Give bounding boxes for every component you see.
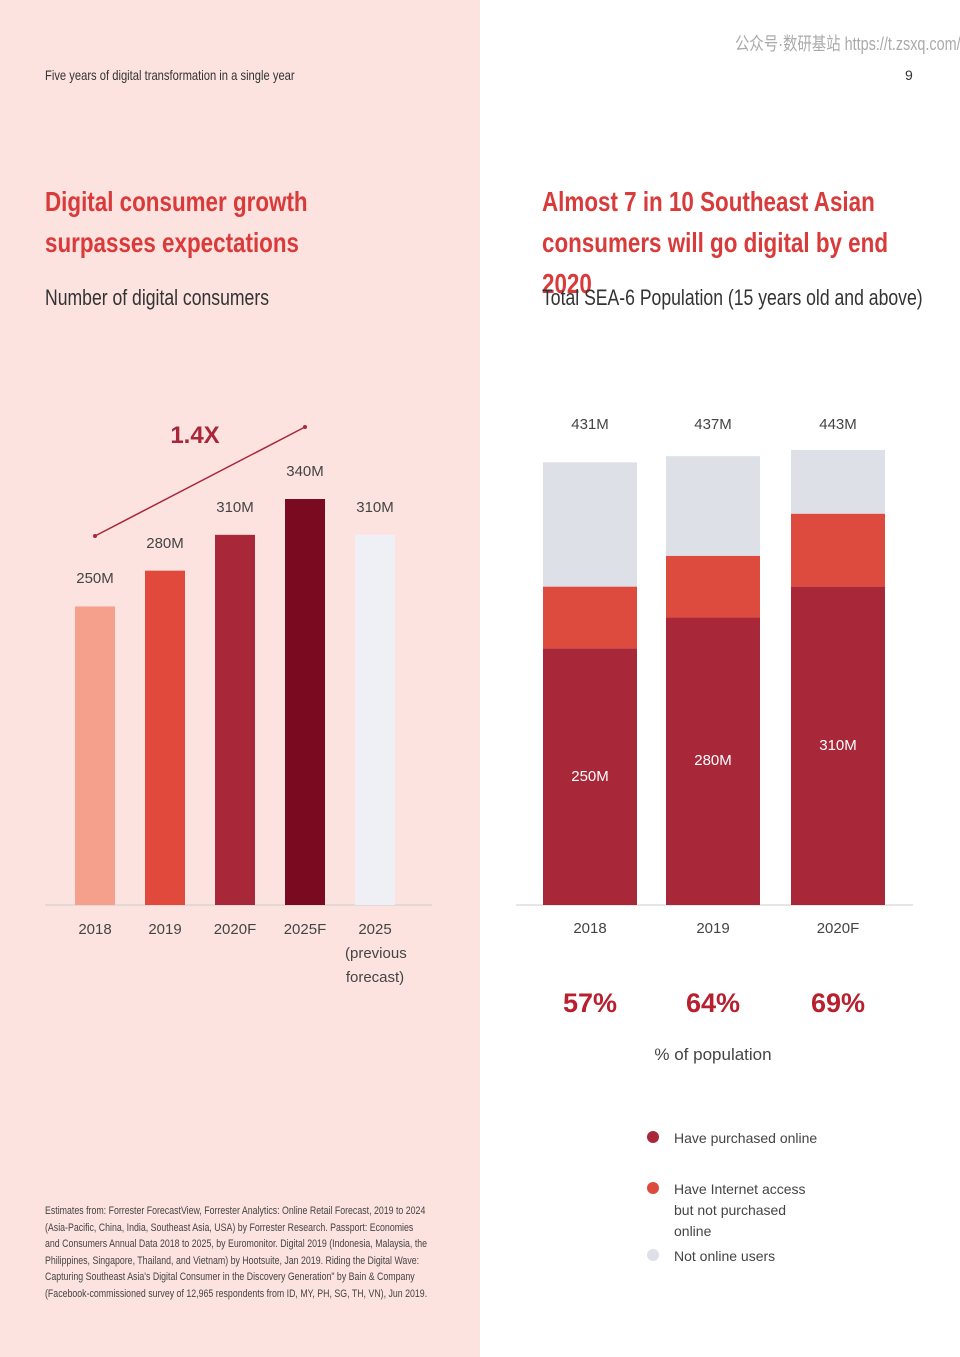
- value-label: 340M: [286, 463, 324, 480]
- percent-label: 64%: [685, 988, 741, 1018]
- legend-swatch: [647, 1249, 659, 1261]
- bar: [75, 606, 115, 905]
- bar-segment: [791, 513, 885, 587]
- percent-label: 69%: [810, 988, 866, 1018]
- bar: [145, 570, 185, 905]
- total-label: 437M: [694, 416, 732, 433]
- percent-label: 57%: [562, 988, 618, 1018]
- bar-segment: [543, 462, 637, 587]
- footnote: Estimates from: Forrester ForecastView, …: [45, 1205, 428, 1300]
- legend-label: Have purchased online: [674, 1130, 818, 1146]
- page-number: 9: [905, 67, 913, 83]
- watermark: 公众号·数研基站 https://t.zsxq.com/iIQVVRb: [735, 34, 960, 54]
- bar-segment: [543, 648, 637, 905]
- value-label: 310M: [216, 498, 254, 516]
- value-label: 310M: [356, 498, 394, 516]
- legend-swatch: [647, 1182, 659, 1194]
- running-title: Five years of digital transformation in …: [45, 67, 295, 83]
- bar: [215, 534, 255, 905]
- percent-caption: % of population: [654, 1045, 772, 1064]
- value-label: 280M: [146, 534, 184, 552]
- bar-segment: [791, 450, 885, 514]
- bar-segment: [666, 555, 760, 618]
- legend-label: Have Internet access but not purchased o…: [674, 1181, 806, 1239]
- arrow-dot: [93, 534, 97, 538]
- chart-title: Almost 7 in 10 Southeast Asian consumers…: [542, 186, 889, 299]
- bar-segment: [543, 586, 637, 649]
- x-tick-label: 2025F: [283, 921, 327, 938]
- growth-arrow: [94, 426, 306, 537]
- bar-segment: [666, 456, 760, 556]
- value-label: 250M: [571, 767, 609, 785]
- value-label: 310M: [819, 736, 857, 754]
- value-label: 250M: [76, 570, 114, 588]
- x-tick-label: 2019: [148, 921, 182, 938]
- x-tick-label: 2025 (previous forecast): [345, 921, 407, 986]
- bar: [285, 499, 325, 905]
- bar-segment: [791, 586, 885, 905]
- x-tick-label: 2020F: [816, 920, 860, 937]
- chart-subtitle: Number of digital consumers: [45, 285, 270, 310]
- x-tick-label: 2018: [78, 921, 112, 938]
- value-label: 280M: [694, 752, 732, 770]
- x-tick-label: 2018: [573, 920, 607, 937]
- total-label: 431M: [571, 416, 609, 433]
- arrow-dot: [303, 425, 307, 429]
- total-label: 443M: [819, 416, 857, 433]
- chart-title: Digital consumer growth surpasses expect…: [45, 186, 308, 258]
- legend-label: Not online users: [674, 1248, 776, 1264]
- legend-swatch: [647, 1131, 659, 1143]
- bar-segment: [666, 617, 760, 905]
- x-tick-label: 2019: [696, 920, 730, 937]
- bar: [355, 534, 395, 905]
- chart-subtitle: Total SEA-6 Population (15 years old and…: [542, 285, 923, 310]
- x-tick-label: 2020F: [213, 921, 257, 938]
- annotation: 1.4X: [170, 422, 220, 449]
